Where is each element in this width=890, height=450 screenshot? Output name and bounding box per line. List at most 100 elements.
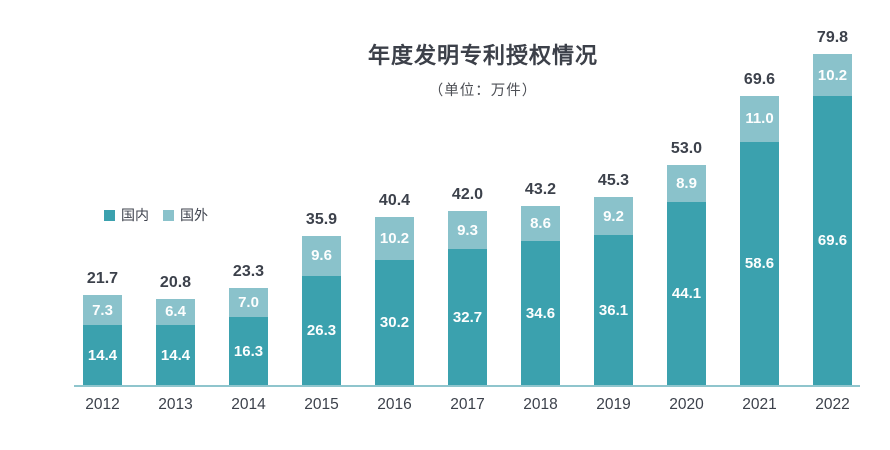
foreign-bar-segment: 9.3 bbox=[448, 210, 487, 250]
stacked-bar: 10.2 30.2 bbox=[375, 217, 414, 385]
foreign-swatch-icon bbox=[163, 209, 174, 221]
stacked-bar: 7.0 16.3 bbox=[229, 288, 268, 385]
stacked-bar: 6.4 14.4 bbox=[156, 298, 195, 385]
domestic-bar-segment: 30.2 bbox=[375, 259, 414, 385]
x-axis-tick-label: 2018 bbox=[523, 396, 558, 413]
legend: 国内 国外 bbox=[104, 205, 208, 225]
domestic-bar-segment: 26.3 bbox=[302, 275, 341, 385]
domestic-bar-segment: 44.1 bbox=[667, 202, 706, 385]
total-value-label: 69.6 bbox=[743, 71, 776, 89]
segment-value-label: 14.4 bbox=[160, 346, 191, 364]
total-value-label: 40.4 bbox=[378, 192, 411, 210]
segment-value-label: 30.2 bbox=[379, 313, 410, 331]
foreign-bar-segment: 8.9 bbox=[667, 165, 706, 202]
bar-column-2019: 45.3 9.2 36.1 bbox=[577, 172, 650, 385]
bar-column-2012: 21.7 7.3 14.4 bbox=[66, 270, 139, 385]
segment-value-label: 9.6 bbox=[311, 247, 332, 265]
segment-value-label: 9.2 bbox=[603, 207, 624, 225]
x-axis-tick-label: 2014 bbox=[231, 396, 266, 413]
segment-value-label: 34.6 bbox=[525, 304, 556, 322]
foreign-bar-segment: 7.3 bbox=[83, 294, 122, 326]
bar-column-2017: 42.0 9.3 32.7 bbox=[431, 186, 504, 385]
domestic-bar-segment: 16.3 bbox=[229, 317, 268, 385]
x-axis-tick-label: 2017 bbox=[450, 396, 485, 413]
chart-header: 年度发明专利授权情况 （单位：万件） bbox=[78, 38, 888, 100]
foreign-bar-segment: 6.4 bbox=[156, 298, 195, 326]
total-value-label: 35.9 bbox=[305, 211, 338, 229]
domestic-bar-segment: 14.4 bbox=[83, 325, 122, 385]
stacked-bar: 10.2 69.6 bbox=[813, 53, 852, 385]
x-axis-tick-label: 2016 bbox=[377, 396, 412, 413]
bar-column-2018: 43.2 8.6 34.6 bbox=[504, 181, 577, 385]
total-value-label: 45.3 bbox=[597, 172, 630, 190]
segment-value-label: 16.3 bbox=[233, 342, 264, 360]
x-axis-tick-label: 2012 bbox=[85, 396, 120, 413]
segment-value-label: 11.0 bbox=[745, 110, 774, 128]
segment-value-label: 14.4 bbox=[87, 346, 118, 364]
segment-value-label: 9.3 bbox=[457, 221, 478, 239]
bar-chart-plot-area: 21.7 7.3 14.4 20.8 6.4 14.4 23.3 7.0 16.3 35.9 9.6… bbox=[66, 0, 869, 385]
bar-column-2021: 69.6 11.0 58.6 bbox=[723, 71, 796, 385]
domestic-bar-segment: 36.1 bbox=[594, 235, 633, 385]
total-value-label: 21.7 bbox=[86, 269, 119, 287]
domestic-bar-segment: 14.4 bbox=[156, 325, 195, 385]
domestic-bar-segment: 32.7 bbox=[448, 249, 487, 385]
stacked-bar: 11.0 58.6 bbox=[740, 96, 779, 385]
x-axis-tick-label: 2021 bbox=[742, 396, 777, 413]
total-value-label: 23.3 bbox=[232, 263, 265, 281]
bar-column-2020: 53.0 8.9 44.1 bbox=[650, 140, 723, 385]
stacked-bar: 9.3 32.7 bbox=[448, 210, 487, 385]
legend-label-foreign: 国外 bbox=[180, 207, 208, 223]
x-axis-tick-label: 2020 bbox=[669, 396, 704, 413]
segment-value-label: 36.1 bbox=[598, 301, 629, 319]
foreign-bar-segment: 8.6 bbox=[521, 205, 560, 242]
legend-item-domestic: 国内 bbox=[104, 205, 149, 225]
total-value-label: 20.8 bbox=[159, 273, 192, 291]
x-axis-labels: 2012 2013 2014 2015 2016 2017 2018 2019 2020 2021… bbox=[66, 396, 869, 414]
total-value-label: 79.8 bbox=[816, 28, 849, 46]
segment-value-label: 10.2 bbox=[379, 230, 410, 247]
segment-value-label: 7.0 bbox=[238, 294, 259, 312]
total-value-label: 42.0 bbox=[451, 185, 484, 203]
segment-value-label: 8.9 bbox=[676, 175, 697, 193]
domestic-bar-segment: 69.6 bbox=[813, 96, 852, 385]
stacked-bar: 8.6 34.6 bbox=[521, 205, 560, 385]
x-axis-line bbox=[74, 385, 860, 387]
x-axis-tick-label: 2013 bbox=[158, 396, 193, 413]
bar-column-2014: 23.3 7.0 16.3 bbox=[212, 263, 285, 385]
foreign-bar-segment: 11.0 bbox=[740, 96, 779, 142]
stacked-bar: 9.2 36.1 bbox=[594, 197, 633, 385]
domestic-swatch-icon bbox=[104, 209, 115, 221]
foreign-bar-segment: 10.2 bbox=[375, 217, 414, 260]
legend-item-foreign: 国外 bbox=[163, 205, 208, 225]
bar-column-2013: 20.8 6.4 14.4 bbox=[139, 274, 212, 385]
x-axis-tick-label: 2019 bbox=[596, 396, 631, 413]
segment-value-label: 6.4 bbox=[165, 303, 186, 321]
foreign-bar-segment: 10.2 bbox=[813, 53, 852, 97]
total-value-label: 53.0 bbox=[670, 140, 703, 158]
chart-subtitle: （单位：万件） bbox=[428, 83, 538, 99]
legend-label-domestic: 国内 bbox=[121, 207, 149, 223]
x-axis-tick-label: 2022 bbox=[815, 396, 850, 413]
x-axis-tick-label: 2015 bbox=[304, 396, 339, 413]
foreign-bar-segment: 7.0 bbox=[229, 288, 268, 318]
stacked-bar: 9.6 26.3 bbox=[302, 236, 341, 385]
domestic-bar-segment: 34.6 bbox=[521, 241, 560, 385]
domestic-bar-segment: 58.6 bbox=[740, 141, 779, 385]
segment-value-label: 69.6 bbox=[817, 232, 848, 250]
bar-column-2015: 35.9 9.6 26.3 bbox=[285, 211, 358, 385]
foreign-bar-segment: 9.2 bbox=[594, 197, 633, 236]
foreign-bar-segment: 9.6 bbox=[302, 236, 341, 276]
bar-column-2022: 79.8 10.2 69.6 bbox=[796, 29, 869, 385]
stacked-bar: 8.9 44.1 bbox=[667, 165, 706, 385]
segment-value-label: 44.1 bbox=[671, 285, 702, 302]
bar-column-2016: 40.4 10.2 30.2 bbox=[358, 192, 431, 385]
segment-value-label: 7.3 bbox=[92, 301, 113, 319]
segment-value-label: 8.6 bbox=[530, 215, 551, 233]
segment-value-label: 32.7 bbox=[452, 308, 483, 326]
segment-value-label: 10.2 bbox=[817, 66, 848, 84]
chart-title: 年度发明专利授权情况 bbox=[367, 43, 598, 68]
total-value-label: 43.2 bbox=[524, 180, 557, 198]
segment-value-label: 58.6 bbox=[744, 254, 775, 272]
segment-value-label: 26.3 bbox=[306, 321, 337, 339]
